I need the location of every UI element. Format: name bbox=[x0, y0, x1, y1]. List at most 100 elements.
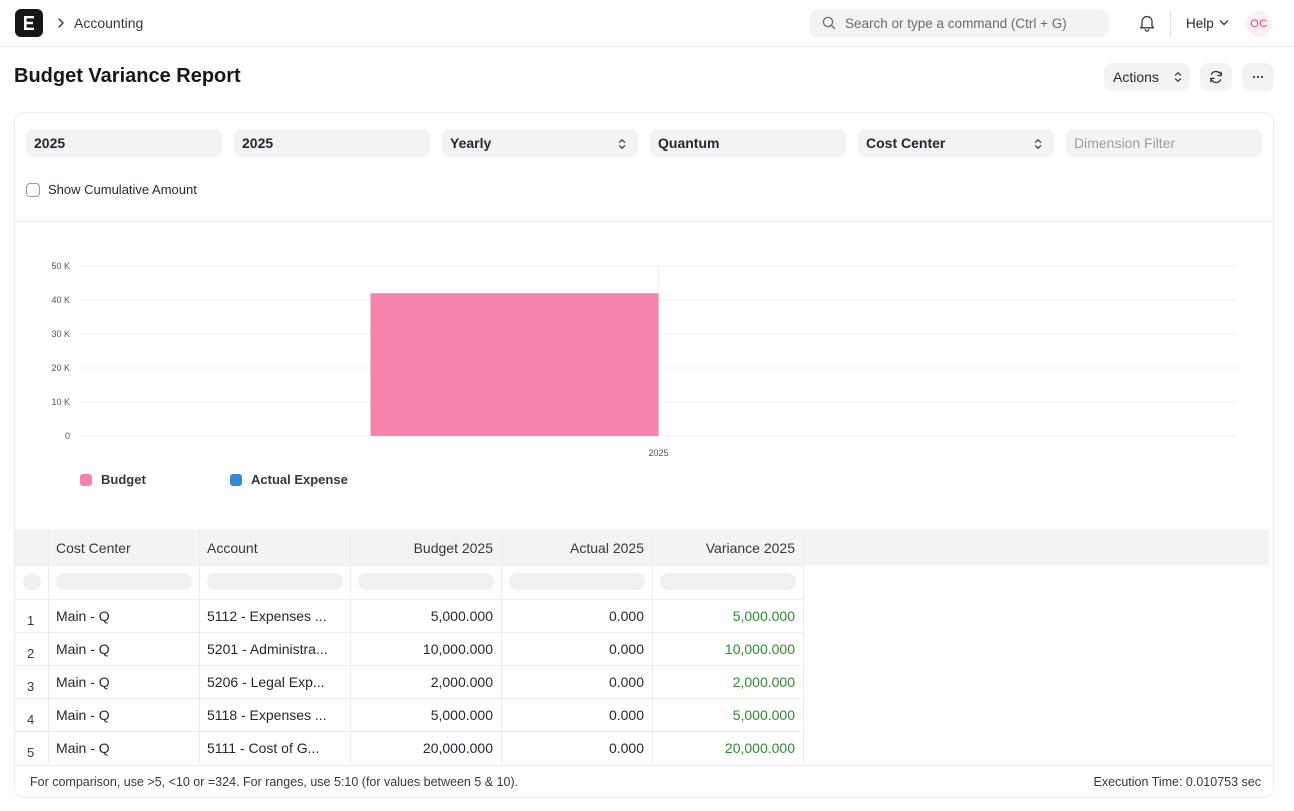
refresh-icon bbox=[1210, 70, 1222, 84]
cell-value: 0.000 bbox=[608, 674, 644, 690]
filter-value: 2025 bbox=[242, 135, 274, 151]
cell-value: Main - Q bbox=[56, 707, 110, 723]
cell-value: 5,000.000 bbox=[430, 707, 493, 723]
budget-against-select[interactable]: Cost Center bbox=[858, 129, 1054, 157]
breadcrumb-accounting[interactable]: Accounting bbox=[74, 15, 144, 31]
column-header-budget[interactable]: Budget 2025 bbox=[351, 530, 502, 565]
filter-value: Yearly bbox=[450, 135, 492, 151]
navbar: Accounting Search or type a command (Ctr… bbox=[0, 0, 1294, 47]
y-tick-label: 10 K bbox=[51, 397, 70, 407]
account-cell[interactable]: 5206 - Legal Exp... bbox=[200, 665, 351, 698]
budget-cell[interactable]: 10,000.000 bbox=[351, 632, 502, 665]
to-fiscal-year-filter[interactable]: 2025 bbox=[234, 129, 430, 157]
account-cell[interactable]: 5111 - Cost of G... bbox=[200, 731, 351, 764]
show-cumulative-label: Show Cumulative Amount bbox=[48, 182, 197, 197]
filter-value: Cost Center bbox=[866, 135, 946, 151]
checkbox-box[interactable] bbox=[26, 183, 40, 197]
cost-center-cell[interactable]: Main - Q bbox=[49, 731, 200, 764]
cell-value: 20,000.000 bbox=[422, 740, 493, 756]
budget-cell[interactable]: 5,000.000 bbox=[351, 698, 502, 731]
x-tick-label: 2025 bbox=[648, 448, 668, 458]
variance-cell[interactable]: 20,000.000 bbox=[653, 731, 804, 764]
legend-swatch-budget bbox=[80, 474, 92, 486]
cell-value: 5201 - Administra... bbox=[207, 641, 328, 657]
column-header-account[interactable]: Account bbox=[200, 530, 351, 565]
cost-center-cell[interactable]: Main - Q bbox=[49, 698, 200, 731]
budget-variance-chart: 0 10 K 20 K 30 K 40 K 50 K 2025 bbox=[51, 261, 1237, 458]
actual-cell[interactable]: 0.000 bbox=[502, 599, 653, 632]
account-cell[interactable]: 5112 - Expenses ... bbox=[200, 599, 351, 632]
budget-cell[interactable]: 20,000.000 bbox=[351, 731, 502, 764]
cell-value: 5,000.000 bbox=[732, 707, 795, 723]
avatar[interactable]: OC bbox=[1246, 11, 1272, 37]
cost-center-cell[interactable]: Main - Q bbox=[49, 665, 200, 698]
actions-button[interactable]: Actions bbox=[1104, 63, 1190, 91]
search-icon bbox=[822, 16, 836, 30]
y-tick-label: 0 bbox=[65, 431, 70, 441]
column-header-cost-center[interactable]: Cost Center bbox=[49, 530, 200, 565]
page-title: Budget Variance Report bbox=[14, 65, 241, 87]
cell-value: 10,000.000 bbox=[724, 641, 795, 657]
filter-hint: For comparison, use >5, <10 or =324. For… bbox=[30, 775, 519, 789]
column-filter-input[interactable] bbox=[49, 565, 200, 598]
bell-icon[interactable] bbox=[1138, 13, 1156, 33]
y-tick-label: 40 K bbox=[51, 295, 70, 305]
cell-value: Main - Q bbox=[56, 674, 110, 690]
account-cell[interactable]: 5201 - Administra... bbox=[200, 632, 351, 665]
from-fiscal-year-filter[interactable]: 2025 bbox=[26, 129, 222, 157]
column-filter-input[interactable] bbox=[653, 565, 804, 598]
period-select[interactable]: Yearly bbox=[442, 129, 638, 157]
cost-center-cell[interactable]: Main - Q bbox=[49, 632, 200, 665]
erpnext-logo-icon[interactable] bbox=[15, 9, 43, 37]
legend-swatch-actual-expense bbox=[230, 474, 242, 486]
cell-value: 5206 - Legal Exp... bbox=[207, 674, 325, 690]
row-index: 1 bbox=[15, 599, 49, 632]
column-header-variance[interactable]: Variance 2025 bbox=[653, 530, 804, 565]
variance-cell[interactable]: 10,000.000 bbox=[653, 632, 804, 665]
actual-cell[interactable]: 0.000 bbox=[502, 731, 653, 764]
column-header-label: Cost Center bbox=[56, 540, 131, 556]
variance-cell[interactable]: 5,000.000 bbox=[653, 599, 804, 632]
cell-value: Main - Q bbox=[56, 641, 110, 657]
column-header-label: Actual 2025 bbox=[570, 540, 644, 556]
column-filter-input[interactable] bbox=[200, 565, 351, 598]
cell-value: 0.000 bbox=[608, 740, 644, 756]
sort-updown-icon bbox=[1034, 139, 1042, 149]
cost-center-cell[interactable]: Main - Q bbox=[49, 599, 200, 632]
column-header-actual[interactable]: Actual 2025 bbox=[502, 530, 653, 565]
help-dropdown[interactable]: Help bbox=[1186, 16, 1214, 31]
search-input[interactable]: Search or type a command (Ctrl + G) bbox=[809, 10, 1109, 37]
variance-cell[interactable]: 2,000.000 bbox=[653, 665, 804, 698]
sort-updown-icon bbox=[618, 139, 626, 149]
more-button[interactable] bbox=[1242, 63, 1274, 91]
actual-cell[interactable]: 0.000 bbox=[502, 698, 653, 731]
variance-cell[interactable]: 5,000.000 bbox=[653, 698, 804, 731]
refresh-button[interactable] bbox=[1200, 63, 1232, 91]
filter-divider bbox=[15, 221, 1273, 222]
account-cell[interactable]: 5118 - Expenses ... bbox=[200, 698, 351, 731]
cell-value: 4 bbox=[27, 712, 35, 727]
column-filter-input[interactable] bbox=[502, 565, 653, 598]
execution-time: Execution Time: 0.010753 sec bbox=[1093, 775, 1261, 789]
cell-value: 5112 - Expenses ... bbox=[207, 608, 327, 624]
cell-value: 20,000.000 bbox=[724, 740, 795, 756]
cell-value: 0.000 bbox=[608, 608, 644, 624]
row-index: 5 bbox=[15, 731, 49, 764]
cell-value: 10,000.000 bbox=[422, 641, 493, 657]
filter-placeholder: Dimension Filter bbox=[1074, 135, 1176, 151]
cell-value: 5111 - Cost of G... bbox=[207, 740, 320, 756]
actual-cell[interactable]: 0.000 bbox=[502, 632, 653, 665]
actual-cell[interactable]: 0.000 bbox=[502, 665, 653, 698]
budget-cell[interactable]: 5,000.000 bbox=[351, 599, 502, 632]
filter-value: Quantum bbox=[658, 135, 720, 151]
actions-label: Actions bbox=[1113, 69, 1159, 85]
cell-value: 2,000.000 bbox=[430, 674, 493, 690]
column-filter-input[interactable] bbox=[351, 565, 502, 598]
dimension-filter-input[interactable]: Dimension Filter bbox=[1066, 129, 1262, 157]
company-filter[interactable]: Quantum bbox=[650, 129, 846, 157]
cell-value: 2 bbox=[27, 646, 35, 661]
filter-row-check[interactable] bbox=[15, 565, 49, 598]
row-index: 3 bbox=[15, 665, 49, 698]
chevron-down-icon[interactable] bbox=[1219, 19, 1229, 27]
budget-cell[interactable]: 2,000.000 bbox=[351, 665, 502, 698]
